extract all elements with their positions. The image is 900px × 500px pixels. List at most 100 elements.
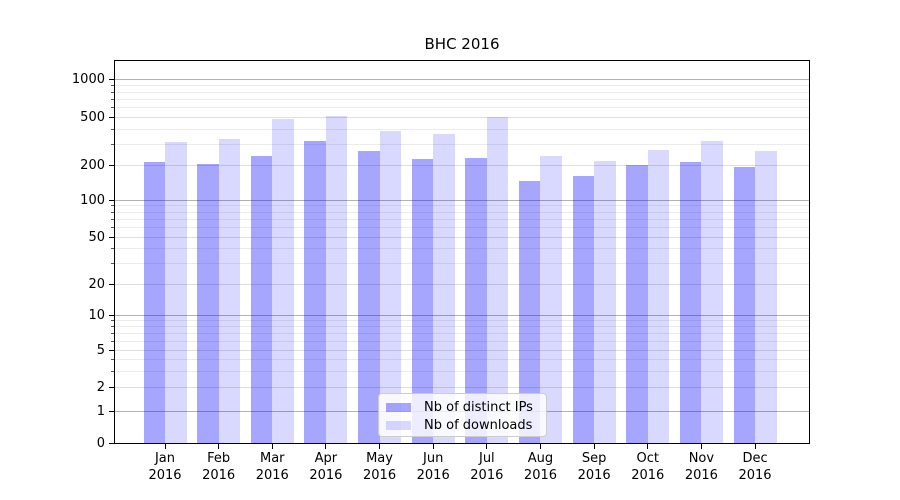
- bar-distinct-ips-feb: [197, 164, 219, 443]
- x-tick-mark: [218, 444, 220, 449]
- y-tick-mark-minor: [111, 326, 114, 328]
- gridline-minor: [115, 340, 809, 342]
- y-tick-mark: [109, 284, 114, 286]
- y-tick-mark: [109, 79, 114, 81]
- gridline-minor: [115, 333, 809, 335]
- x-tick-mark: [432, 444, 434, 449]
- y-tick-mark-minor: [111, 211, 114, 213]
- y-tick-mark-minor: [111, 248, 114, 250]
- y-tick-label: 100: [80, 192, 105, 208]
- y-tick-mark-minor: [111, 370, 114, 372]
- x-tick-label: May 2016: [363, 451, 397, 483]
- x-tick-mark: [271, 444, 273, 449]
- y-tick-mark: [109, 315, 114, 317]
- y-tick-mark-minor: [111, 98, 114, 100]
- y-tick-label: 0: [96, 435, 105, 451]
- plot-area: [114, 60, 810, 444]
- y-tick-label: 5: [96, 342, 105, 358]
- bar-downloads-oct: [647, 149, 670, 443]
- x-tick-mark: [539, 444, 541, 449]
- x-tick-mark: [486, 444, 488, 449]
- x-tick-mark: [164, 444, 166, 449]
- gridline-minor: [115, 226, 809, 228]
- gridline-minor: [115, 143, 809, 145]
- y-tick-mark: [109, 164, 114, 166]
- gridline: [115, 349, 809, 351]
- y-tick-mark-minor: [111, 107, 114, 109]
- y-tick-mark-minor: [111, 91, 114, 93]
- gridline-minor: [115, 205, 809, 207]
- x-tick-label: Sep 2016: [577, 451, 611, 483]
- y-tick-mark-minor: [111, 128, 114, 130]
- bar-downloads-may: [379, 131, 402, 443]
- gridline-decade: [115, 315, 809, 317]
- y-tick-mark-minor: [111, 340, 114, 342]
- gridline-minor: [115, 263, 809, 265]
- y-tick-label: 500: [80, 110, 105, 126]
- y-tick-mark: [109, 410, 114, 412]
- bar-distinct-ips-sep: [572, 176, 595, 443]
- y-tick-mark: [109, 349, 114, 351]
- bar-downloads-nov: [701, 140, 723, 443]
- x-tick-mark: [754, 444, 756, 449]
- x-tick-mark: [593, 444, 595, 449]
- bar-distinct-ips-aug: [518, 180, 541, 443]
- x-tick-mark: [700, 444, 702, 449]
- bar-distinct-ips-nov: [679, 161, 702, 443]
- bar-downloads-jan: [165, 142, 187, 443]
- y-tick-label: 200: [80, 157, 105, 173]
- gridline-decade: [115, 199, 809, 201]
- x-tick-label: Jan 2016: [148, 451, 182, 483]
- bar-distinct-ips-apr: [304, 140, 326, 443]
- gridline: [115, 386, 809, 388]
- x-tick-mark: [379, 444, 381, 449]
- legend-item-distinct-ips: Nb of distinct IPs: [386, 398, 546, 416]
- y-tick-label: 50: [88, 229, 105, 245]
- y-tick-mark-minor: [111, 218, 114, 220]
- bar-downloads-aug: [540, 156, 562, 443]
- bar-distinct-ips-may: [358, 150, 380, 443]
- y-tick-label: 10: [88, 308, 105, 324]
- gridline-minor: [115, 218, 809, 220]
- x-tick-label: Aug 2016: [523, 451, 558, 483]
- gridline-minor: [115, 326, 809, 328]
- y-tick-label: 2: [96, 379, 105, 395]
- bar-downloads-jun: [433, 134, 455, 443]
- bar-downloads-apr: [325, 115, 348, 443]
- legend-swatch-downloads: [386, 420, 411, 430]
- y-tick-mark-minor: [111, 358, 114, 360]
- chart-title: BHC 2016: [424, 35, 500, 53]
- legend-swatch-distinct-ips: [386, 402, 411, 412]
- bar-downloads-feb: [218, 138, 241, 443]
- gridline: [115, 117, 809, 119]
- bar-distinct-ips-jul: [465, 157, 487, 443]
- y-tick-mark: [109, 199, 114, 201]
- y-tick-mark-minor: [111, 85, 114, 87]
- x-tick-label: Oct 2016: [631, 451, 665, 483]
- gridline: [115, 164, 809, 166]
- bar-distinct-ips-mar: [250, 155, 273, 443]
- gridline-minor: [115, 358, 809, 360]
- y-tick-mark: [109, 236, 114, 238]
- bar-distinct-ips-jun: [411, 158, 434, 443]
- gridline-minor: [115, 91, 809, 93]
- gridline: [115, 236, 809, 238]
- y-tick-mark-minor: [111, 205, 114, 207]
- x-tick-label: Jun 2016: [416, 451, 450, 483]
- x-tick-label: Nov 2016: [684, 451, 718, 483]
- gridline-minor: [115, 320, 809, 322]
- gridline-minor: [115, 211, 809, 213]
- gridline-minor: [115, 128, 809, 130]
- bar-distinct-ips-jan: [143, 161, 165, 443]
- y-tick-mark: [109, 442, 114, 444]
- gridline-minor: [115, 107, 809, 109]
- x-tick-label: Feb 2016: [202, 451, 236, 483]
- gridline-minor: [115, 370, 809, 372]
- legend-item-downloads: Nb of downloads: [386, 416, 546, 434]
- y-tick-mark-minor: [111, 320, 114, 322]
- x-tick-label: Dec 2016: [738, 451, 772, 483]
- x-tick-mark: [325, 444, 327, 449]
- legend: Nb of distinct IPs Nb of downloads: [378, 393, 547, 437]
- bar-downloads-sep: [594, 161, 616, 443]
